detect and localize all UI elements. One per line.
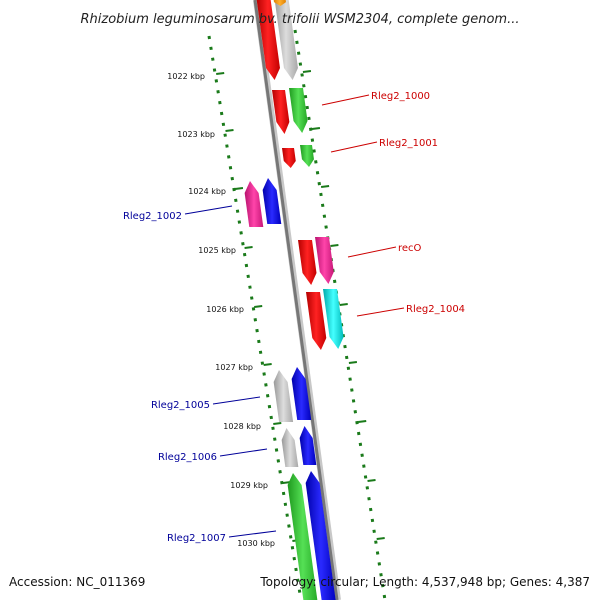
gene-arrow-blue [305,471,336,600]
gene-arrow-green [300,145,314,167]
gene-arrow-green [289,88,308,133]
gene-arrow-red [298,240,317,285]
tick-mark [254,305,263,308]
map-title: Rhizobium leguminosarum bv. trifolii WSM… [81,12,520,27]
gene-arrow-cyan [323,289,344,349]
tick-label: 1025 kbp [198,246,236,255]
gene-arrow-gray [273,370,294,422]
gene-arrow-magenta [315,237,334,284]
gene-label-rleg2-1005[interactable]: Rleg2_1005 [151,400,210,411]
tick-mark [348,361,358,364]
tick-mark [273,422,282,425]
tick-label: 1027 kbp [215,363,253,372]
gene-arrow-gray [281,428,299,467]
leader-line [219,448,268,457]
tick-mark [225,129,234,132]
tick-mark [339,303,348,306]
gene-arrow-blue [262,178,282,224]
kbp-ticks [216,70,385,542]
label-leaders [184,94,405,538]
gene-arrow-red [282,148,296,168]
tick-mark [244,246,253,249]
backbone [253,0,339,600]
tick-mark [330,244,339,247]
gene-arrow-gray [274,0,298,80]
tick-mark [320,185,330,188]
gene-label-rleg2-1006[interactable]: Rleg2_1006 [158,452,217,463]
tick-label: 1029 kbp [230,481,268,490]
tick-label: 1030 kbp [237,539,275,548]
leader-line [356,307,405,317]
gene-arrow-red [306,292,327,350]
gene-arrow-blue [291,367,312,420]
tick-mark [234,187,244,190]
gene-arrow-green [287,473,318,600]
gene-arrow-magenta [244,181,264,227]
gene-arrow-red [272,90,290,134]
leader-line [330,141,378,153]
leader-line [321,94,370,106]
gene-label-rleg2-1000[interactable]: Rleg2_1000 [371,91,430,102]
tick-mark [302,70,312,73]
tick-mark [367,479,376,482]
gene-label-rleg2-1004[interactable]: Rleg2_1004 [406,304,465,315]
gene-label-rleg2-1007[interactable]: Rleg2_1007 [167,533,226,544]
tick-mark [311,127,321,130]
tick-label: 1022 kbp [167,72,205,81]
tick-label: 1024 kbp [188,187,226,196]
gene-arrow-blue [299,426,317,465]
gene-label-rleg2-1001[interactable]: Rleg2_1001 [379,138,438,149]
gene-label-rleg2-1002[interactable]: Rleg2_1002 [123,211,182,222]
gene-label-reco[interactable]: recO [398,243,422,254]
gene-arrow-red [256,0,280,80]
accession-text: Accession: NC_011369 [9,575,145,589]
genome-summary: Topology: circular; Length: 4,537,948 bp… [259,575,590,589]
tick-label: 1028 kbp [223,422,261,431]
tick-mark [358,420,367,423]
gene-arrow-orange [273,0,286,6]
tick-mark [376,537,385,540]
leader-line [184,205,233,215]
gene-features [244,0,344,600]
tick-label: 1023 kbp [177,130,215,139]
tick-label: 1026 kbp [206,305,244,314]
leader-line [347,246,397,258]
leader-line [212,396,261,405]
tick-mark [263,363,272,366]
tick-mark [216,72,225,75]
leader-line [228,530,277,538]
